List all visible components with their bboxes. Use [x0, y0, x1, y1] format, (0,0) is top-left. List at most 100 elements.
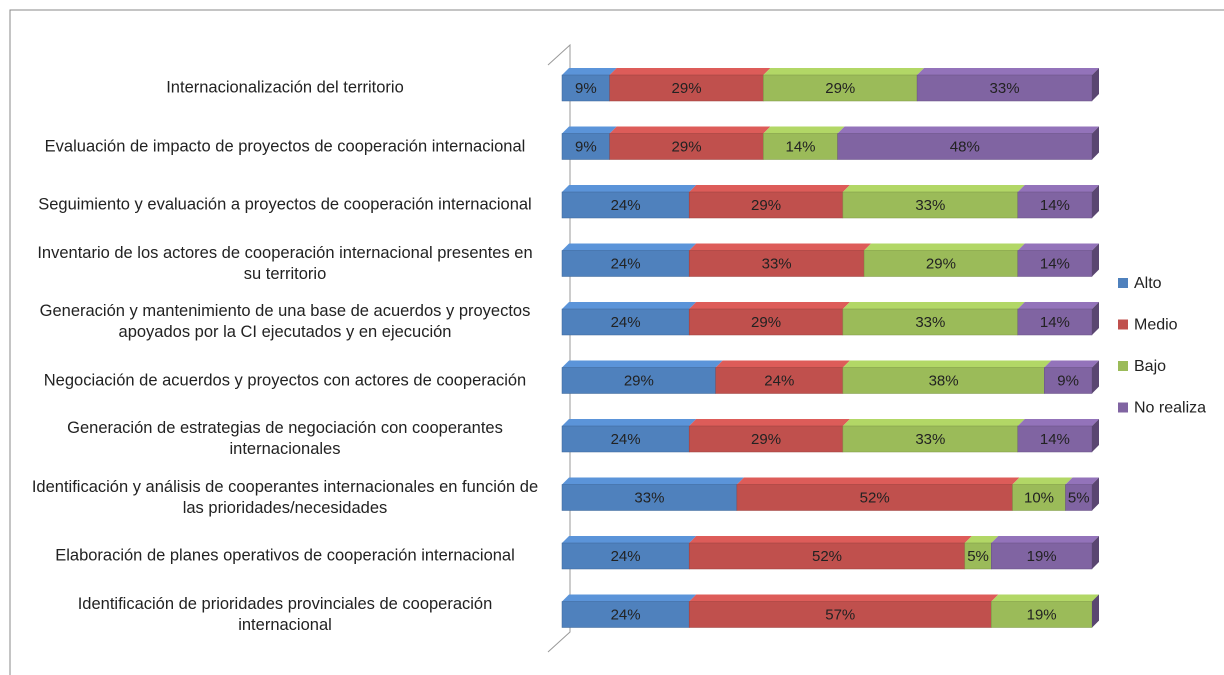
bar-side: [1092, 419, 1099, 452]
bar-segment: [561, 425, 690, 453]
bar-top: [964, 536, 999, 543]
data-label: 33%: [762, 255, 792, 272]
data-label: 29%: [672, 138, 702, 155]
bar-top: [842, 185, 1025, 192]
data-label: 14%: [1040, 431, 1070, 448]
data-label: 29%: [926, 255, 956, 272]
bar-top: [991, 536, 1099, 543]
bar-top: [864, 243, 1025, 251]
bar-top: [609, 68, 771, 75]
bar-top: [1065, 477, 1099, 485]
data-label: 14%: [1040, 314, 1070, 331]
legend-label: Alto: [1134, 275, 1162, 292]
category-label: Internacionalización del territorio: [166, 78, 404, 97]
data-label: 24%: [611, 606, 641, 623]
data-label: 52%: [860, 489, 890, 506]
data-label: 57%: [825, 606, 855, 623]
data-label: 33%: [915, 197, 945, 214]
legend-swatch: [1118, 361, 1128, 371]
bar-segment: [609, 74, 764, 102]
data-label: 52%: [812, 548, 842, 565]
bar-top: [562, 594, 697, 602]
data-label: 29%: [751, 197, 781, 214]
bar-segment: [688, 250, 865, 277]
bar-side: [1092, 243, 1099, 277]
bar-top: [562, 243, 697, 251]
bar-segment: [688, 425, 844, 453]
bar-top: [689, 243, 872, 251]
bar-side: [1092, 594, 1099, 628]
bar-top: [689, 536, 972, 543]
data-label: 9%: [575, 138, 597, 155]
bar-segment: [763, 133, 838, 160]
bar-segment: [1012, 484, 1066, 511]
bar-segment: [837, 133, 1093, 160]
data-label: 14%: [1040, 197, 1070, 214]
bar-segment: [688, 191, 844, 219]
bar-top: [562, 477, 744, 485]
bar-top: [1017, 243, 1099, 251]
data-label: 24%: [764, 372, 794, 389]
bar-top: [562, 419, 697, 426]
data-label: 33%: [915, 314, 945, 331]
data-label: 38%: [929, 372, 959, 389]
bar-top: [689, 419, 850, 426]
data-label: 19%: [1027, 606, 1057, 623]
bar-top: [1017, 302, 1099, 309]
bar-top: [917, 68, 1099, 75]
bar-segment: [991, 542, 1093, 570]
bar-segment: [1017, 308, 1093, 336]
bar-top: [837, 126, 1099, 134]
bar-top: [1044, 360, 1099, 368]
category-label: Inventario de los actores de cooperación…: [37, 243, 533, 283]
data-label: 33%: [915, 431, 945, 448]
category-label: Seguimiento y evaluación a proyectos de …: [38, 195, 532, 214]
data-label: 48%: [950, 138, 980, 155]
data-label: 29%: [825, 80, 855, 97]
data-label: 19%: [1027, 548, 1057, 565]
data-label: 14%: [785, 138, 815, 155]
bar-segment: [561, 484, 738, 511]
bar-side: [1092, 360, 1099, 394]
bar-top: [562, 68, 617, 75]
data-label: 5%: [1068, 489, 1090, 506]
data-label: 24%: [611, 314, 641, 331]
bar-top: [1012, 477, 1073, 485]
bar-side: [1092, 185, 1099, 218]
category-label: Generación de estrategias de negociación…: [67, 419, 503, 458]
legend-swatch: [1118, 319, 1128, 330]
bar-top: [562, 360, 723, 368]
legend-swatch: [1118, 278, 1128, 288]
category-label: Generación y mantenimiento de una base d…: [39, 302, 531, 341]
data-label: 24%: [611, 548, 641, 565]
data-label: 29%: [751, 314, 781, 331]
data-label: 29%: [624, 372, 654, 389]
bar-top: [715, 360, 850, 368]
data-label: 9%: [1057, 372, 1079, 389]
legend-label: Medio: [1134, 317, 1178, 334]
bar-segment: [561, 191, 690, 219]
bar-top: [1017, 185, 1099, 192]
bar-top: [842, 360, 1052, 368]
bar-segment: [842, 425, 1019, 453]
bar-top: [736, 477, 1020, 485]
bar-top: [562, 126, 617, 134]
bar-top: [842, 302, 1025, 309]
bar-segment: [842, 367, 1045, 394]
data-label: 10%: [1024, 489, 1054, 506]
legend-label: Bajo: [1134, 358, 1166, 375]
bar-segment: [1017, 191, 1093, 219]
frame: [9, 9, 1224, 675]
bar-segment: [763, 74, 918, 102]
category-label: Identificación de prioridades provincial…: [77, 594, 493, 634]
bar-segment: [561, 308, 690, 336]
bar-side: [1092, 477, 1099, 511]
data-label: 24%: [611, 431, 641, 448]
bar-segment: [561, 367, 716, 394]
axis-wall: [547, 43, 571, 653]
bar-segment: [1044, 367, 1093, 394]
data-label: 14%: [1040, 255, 1070, 272]
bar-top: [562, 185, 697, 192]
